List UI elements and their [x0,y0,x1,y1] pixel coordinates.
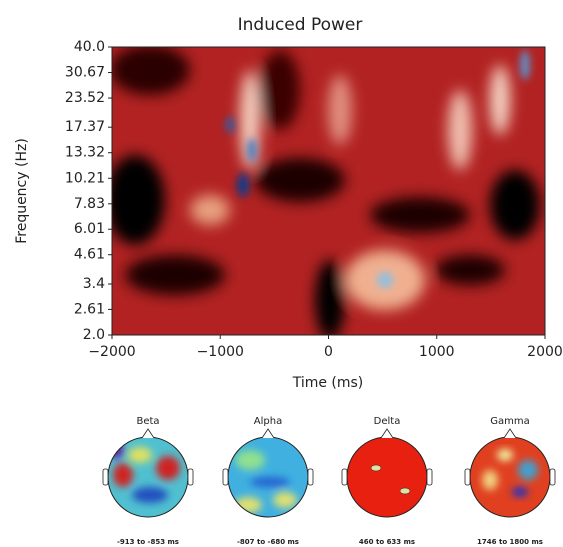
ear [341,468,348,486]
y-tick-label: 17.37 [65,119,105,135]
y-tick-label: 40.0 [74,39,105,55]
nose [141,428,155,439]
topomap-title: Beta [136,416,159,427]
y-tick-label: 10.21 [65,170,105,186]
nose [380,428,394,439]
topomaps: Beta -913 to -853 ms Alpha -807 to -680 ms… [102,416,556,546]
y-axis-label: Frequency (Hz) [14,138,30,244]
y-tick-label: 6.01 [74,221,105,237]
ear [187,468,194,486]
y-tick-label: 2.61 [74,301,105,317]
nose [261,428,275,439]
topomap-title: Alpha [254,416,282,427]
ear [222,468,229,486]
topomap-caption: -807 to -680 ms [237,538,299,546]
topomap-caption: 460 to 633 ms [359,538,415,546]
y-tick-label: 13.32 [65,145,105,161]
y-tick-label: 7.83 [74,196,105,212]
y-tick-label: 23.52 [65,90,105,106]
nose [503,428,517,439]
ear [307,468,314,486]
x-tick-label: 1000 [419,344,455,360]
y-tick-label: 2.0 [83,327,105,343]
ear [549,468,556,486]
topomap-caption: 1746 to 1800 ms [477,538,543,546]
x-axis-label: Time (ms) [292,375,364,391]
ear [102,468,109,486]
y-tick-label: 3.4 [83,276,105,292]
topomap-title: Gamma [490,416,530,427]
topomap-caption: -913 to -853 ms [117,538,179,546]
ear [426,468,433,486]
chart-title: Induced Power [238,15,363,35]
x-tick-label: −2000 [88,344,135,360]
heatmap [112,47,545,335]
x-tick-label: −1000 [197,344,244,360]
x-tick-label: 2000 [527,344,563,360]
y-tick-label: 30.67 [65,65,105,81]
x-tick-label: 0 [324,344,333,360]
topomap-title: Delta [374,416,401,427]
y-tick-label: 4.61 [74,247,105,263]
ear [464,468,471,486]
